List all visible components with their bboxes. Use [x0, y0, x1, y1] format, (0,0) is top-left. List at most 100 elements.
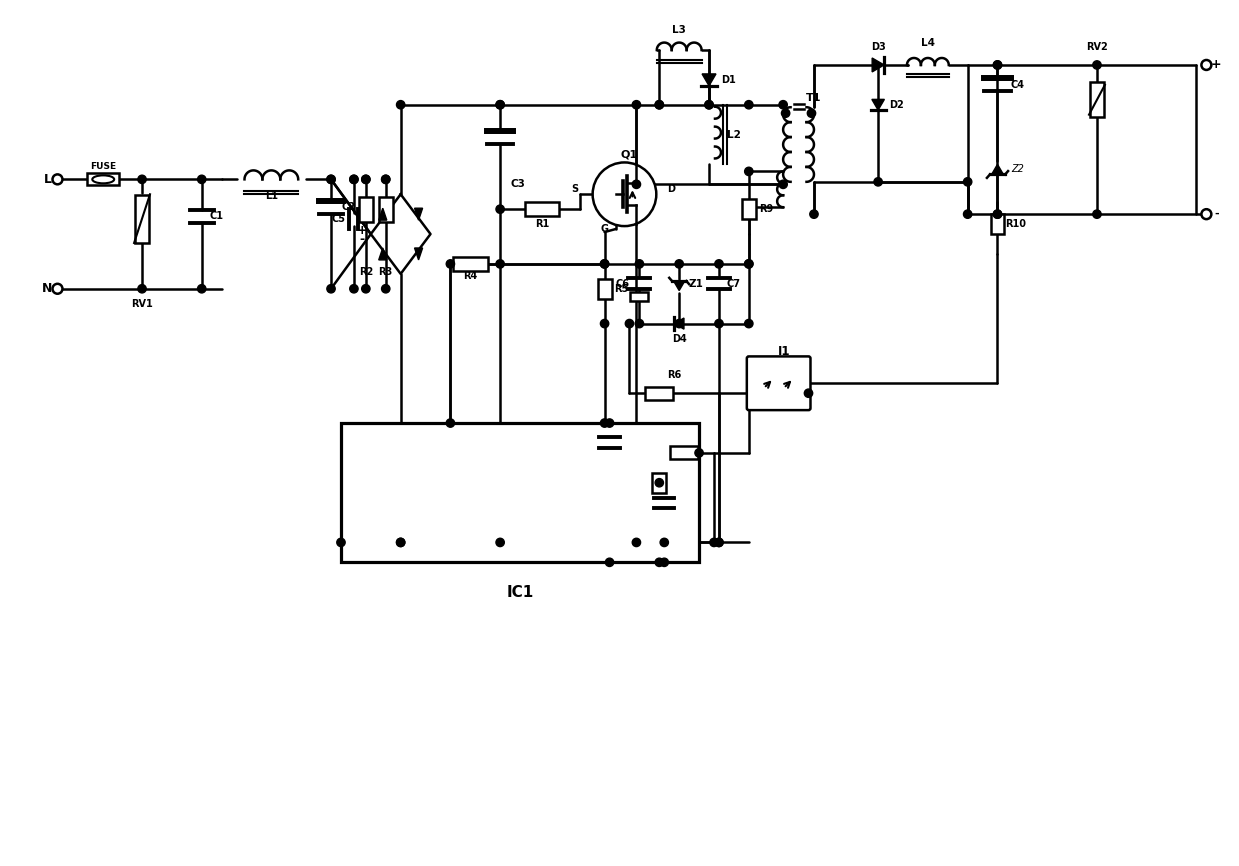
Bar	[359, 197, 373, 222]
Circle shape	[382, 175, 390, 184]
Circle shape	[327, 175, 336, 184]
Polygon shape	[415, 208, 422, 220]
Circle shape	[994, 210, 1001, 218]
Text: D: D	[668, 184, 675, 194]
Text: Q1: Q1	[621, 150, 638, 159]
Circle shape	[745, 100, 753, 109]
Text: L: L	[43, 173, 52, 186]
Circle shape	[396, 100, 405, 109]
Circle shape	[745, 320, 753, 327]
Circle shape	[636, 260, 643, 268]
Text: C2: C2	[342, 202, 356, 212]
Bar	[341, 423, 699, 562]
Circle shape	[715, 539, 724, 546]
Circle shape	[496, 100, 504, 109]
Circle shape	[873, 178, 882, 186]
Circle shape	[382, 285, 390, 293]
Polygon shape	[379, 248, 387, 260]
Circle shape	[349, 175, 358, 184]
Circle shape	[1202, 210, 1212, 219]
Bar	[379, 197, 393, 222]
Circle shape	[660, 539, 668, 546]
Circle shape	[715, 539, 724, 546]
Text: D3: D3	[871, 42, 886, 52]
Text: N: N	[42, 282, 53, 295]
Circle shape	[337, 539, 346, 546]
Circle shape	[52, 174, 62, 184]
Circle shape	[592, 163, 657, 226]
Circle shape	[446, 419, 455, 427]
Text: C3: C3	[510, 179, 525, 190]
Circle shape	[994, 210, 1001, 218]
Circle shape	[655, 100, 663, 109]
Text: L4: L4	[921, 38, 935, 48]
Text: C4: C4	[1010, 80, 1025, 90]
Circle shape	[349, 285, 358, 293]
Circle shape	[138, 285, 146, 293]
Circle shape	[362, 175, 370, 184]
Text: C6: C6	[616, 279, 629, 288]
Circle shape	[655, 479, 663, 487]
Circle shape	[606, 419, 613, 427]
Circle shape	[782, 109, 789, 118]
Circle shape	[964, 210, 971, 218]
Circle shape	[52, 284, 62, 294]
Circle shape	[636, 320, 643, 327]
Circle shape	[496, 539, 504, 546]
Circle shape	[675, 260, 684, 268]
Text: RV1: RV1	[131, 299, 152, 308]
Polygon shape	[872, 58, 885, 72]
Text: G: G	[601, 224, 608, 234]
Bar	[652, 473, 667, 493]
Circle shape	[715, 320, 724, 327]
Text: C1: C1	[209, 211, 224, 221]
Text: -: -	[359, 233, 364, 246]
Polygon shape	[415, 248, 422, 260]
Circle shape	[745, 167, 753, 176]
Circle shape	[675, 320, 684, 327]
Text: Z2: Z2	[1011, 165, 1023, 174]
Circle shape	[327, 285, 336, 293]
Circle shape	[705, 100, 714, 109]
Circle shape	[745, 260, 753, 268]
Circle shape	[496, 260, 504, 268]
Circle shape	[197, 175, 206, 184]
Circle shape	[779, 100, 787, 109]
Polygon shape	[674, 281, 685, 291]
Text: I1: I1	[777, 345, 790, 358]
Circle shape	[745, 260, 753, 268]
Circle shape	[994, 61, 1001, 69]
Circle shape	[382, 175, 390, 184]
Circle shape	[601, 260, 608, 268]
Text: C5: C5	[332, 214, 346, 224]
Text: C7: C7	[727, 279, 741, 288]
Circle shape	[197, 285, 206, 293]
Bar	[631, 292, 648, 301]
Text: R7: R7	[676, 433, 691, 443]
Text: RV2: RV2	[1087, 42, 1108, 52]
Circle shape	[362, 175, 370, 184]
Polygon shape	[379, 208, 387, 220]
Bar	[135, 195, 150, 243]
Polygon shape	[674, 318, 684, 329]
Text: FUSE: FUSE	[90, 162, 116, 171]
Bar	[646, 387, 673, 400]
Text: Z1: Z1	[689, 279, 704, 288]
Circle shape	[601, 260, 608, 268]
Circle shape	[601, 419, 608, 427]
Text: R5: R5	[615, 284, 628, 294]
Bar	[524, 203, 559, 216]
Text: D2: D2	[888, 100, 903, 110]
Circle shape	[808, 109, 815, 118]
Ellipse shape	[92, 176, 114, 184]
Text: L2: L2	[727, 130, 741, 139]
Text: R2: R2	[359, 267, 373, 277]
Circle shape	[655, 558, 663, 566]
Polygon shape	[991, 165, 1004, 174]
Circle shape	[632, 539, 641, 546]
Circle shape	[327, 175, 336, 184]
Circle shape	[705, 100, 714, 109]
Circle shape	[349, 175, 358, 184]
Circle shape	[1093, 210, 1101, 218]
Circle shape	[601, 320, 608, 327]
